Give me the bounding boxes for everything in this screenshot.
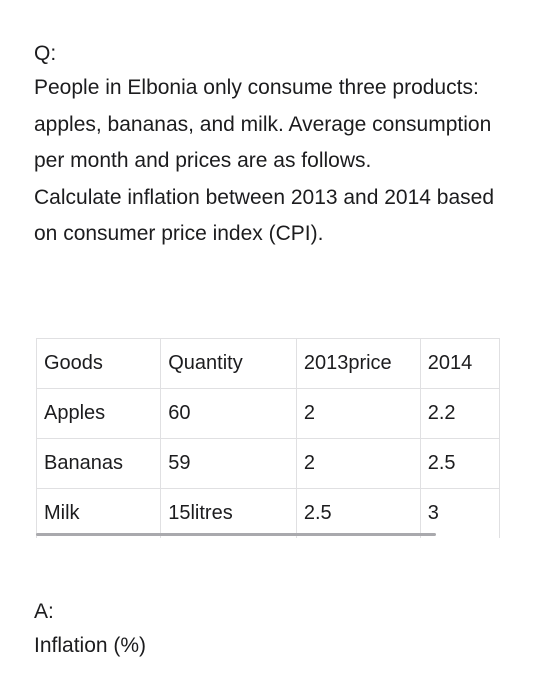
table-cell: 2.5	[420, 438, 500, 489]
table-cell: 2.5	[296, 488, 421, 538]
table-cell: Apples	[36, 388, 162, 439]
question-label: Q:	[34, 42, 57, 65]
table-cell: 2	[296, 388, 421, 439]
answer-label: A:	[34, 600, 54, 623]
table-cell: 2	[296, 438, 421, 489]
table-cell: Bananas	[36, 438, 162, 489]
table-cell: Milk	[36, 488, 162, 538]
table-row: Bananas 59 2 2.5	[36, 438, 500, 489]
header-cell: Quantity	[160, 338, 297, 389]
question-paragraph: Calculate inflation between 2013 and 201…	[34, 185, 495, 246]
horizontal-scrollbar[interactable]	[36, 533, 436, 536]
answer-text: Inflation (%)	[34, 634, 147, 657]
table-header-row: Goods Quantity 2013price 2014	[36, 338, 500, 389]
data-table: Goods Quantity 2013price 2014 Apples 60 …	[36, 338, 500, 538]
table-cell: 3	[420, 488, 500, 538]
data-table-container[interactable]: Goods Quantity 2013price 2014 Apples 60 …	[36, 338, 500, 538]
header-cell: Goods	[36, 338, 162, 389]
table-row: Apples 60 2 2.2	[36, 388, 500, 439]
question-paragraph: People in Elbonia only consume three pro…	[34, 76, 492, 173]
table-row: Milk 15litres 2.5 3	[36, 488, 500, 538]
table-cell: 15litres	[160, 488, 297, 538]
table-cell: 59	[160, 438, 297, 489]
question-text: People in Elbonia only consume three pro…	[34, 70, 514, 253]
header-cell: 2013price	[296, 338, 421, 389]
table-cell: 2.2	[420, 388, 500, 439]
table-cell: 60	[160, 388, 297, 439]
header-cell: 2014	[420, 338, 500, 389]
